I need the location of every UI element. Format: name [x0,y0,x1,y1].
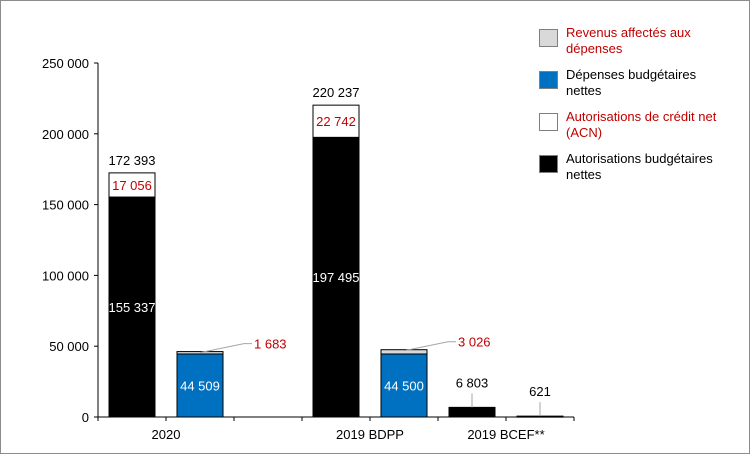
bar-segment [312,136,360,418]
data-label: 22 742 [316,114,356,129]
bar-segment [312,104,360,138]
bar-segment [448,406,496,418]
legend-item-depenses: Dépenses budgétaires nettes [539,67,739,107]
legend-label: Autorisations budgétaires nettes [566,151,713,182]
legend-swatch [539,29,558,47]
legend: Revenus affectés aux dépenses Dépenses b… [539,25,739,193]
data-label: 1 683 [254,337,287,352]
bar-segment [176,353,224,418]
legend-item-autorisations: Autorisations budgétaires nettes [539,151,739,191]
legend-swatch [539,71,558,89]
total-label: 172 393 [109,153,156,168]
y-tick-label: 250 000 [42,56,89,71]
data-label: 3 026 [458,335,491,350]
bar-segment [516,415,564,418]
data-label: 6 803 [456,375,489,390]
y-tick-label: 50 000 [49,339,89,354]
legend-swatch [539,113,558,131]
data-label: 17 056 [112,178,152,193]
data-label: 197 495 [313,270,360,285]
leader-line [403,341,456,352]
legend-label: Dépenses budgétaires nettes [566,67,697,98]
legend-item-revenus: Revenus affectés aux dépenses [539,25,739,65]
y-tick-label: 150 000 [42,198,89,213]
total-label: 220 237 [313,85,360,100]
category-label: 2020 [152,427,181,442]
category-label: 2019 BDPP [336,427,404,442]
data-label: 155 337 [109,300,156,315]
bar-segment [176,351,224,355]
leader-line [199,343,252,354]
legend-label: Autorisations de crédit net (ACN) [566,109,717,140]
y-tick-label: 0 [82,410,89,425]
legend-label: Revenus affectés aux dépenses [566,25,691,56]
legend-swatch [539,155,558,173]
legend-item-acn: Autorisations de crédit net (ACN) [539,109,739,149]
data-label: 621 [529,384,551,399]
category-label: 2019 BCEF** [467,427,544,442]
y-tick-label: 200 000 [42,127,89,142]
data-label: 44 500 [384,378,424,393]
y-tick-label: 100 000 [42,268,89,283]
data-label: 44 509 [180,378,220,393]
bar-segment [380,349,428,355]
bar-segment [108,172,156,198]
